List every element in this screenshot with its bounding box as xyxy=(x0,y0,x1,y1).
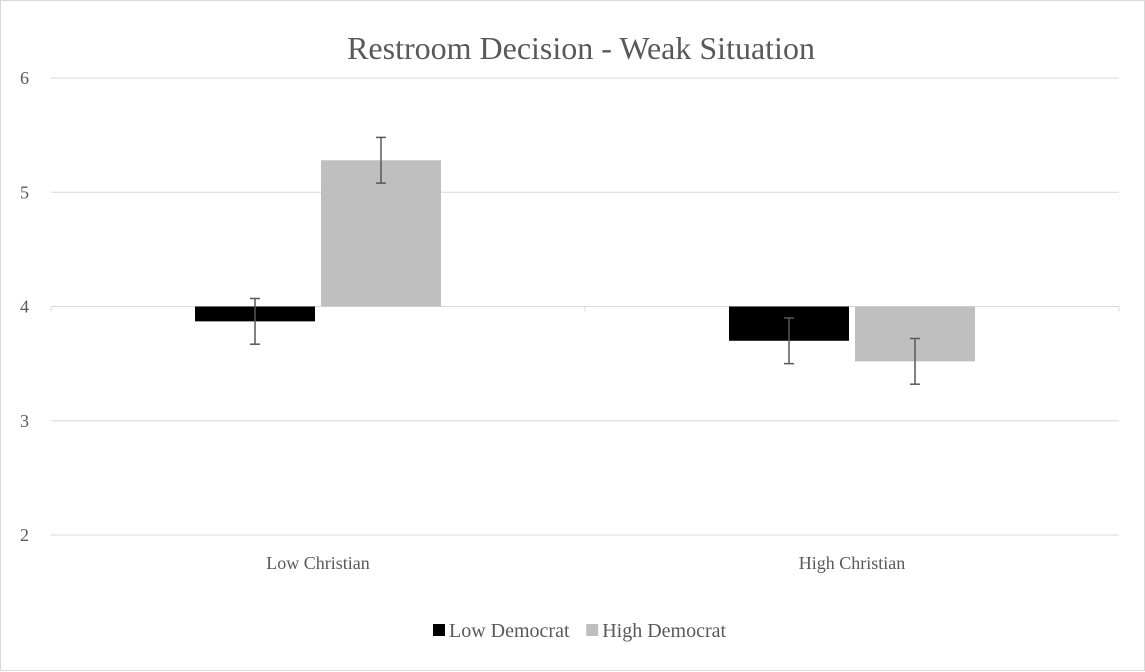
x-tick-label: Low Christian xyxy=(266,553,370,573)
bars xyxy=(195,160,975,362)
legend-swatch xyxy=(586,624,599,636)
x-tick-label: High Christian xyxy=(799,553,906,573)
chart-title: Restroom Decision - Weak Situation xyxy=(347,30,815,66)
legend: Low Democrat High Democrat xyxy=(433,620,726,642)
y-tick-label: 4 xyxy=(20,297,29,317)
y-axis-ticks: 2 3 4 5 6 xyxy=(20,68,29,545)
y-tick-label: 2 xyxy=(20,525,29,545)
legend-swatch xyxy=(433,624,445,636)
error-bars xyxy=(250,136,920,385)
legend-label: Low Democrat xyxy=(449,620,570,642)
y-tick-label: 3 xyxy=(20,411,29,431)
y-tick-label: 5 xyxy=(20,182,29,202)
x-axis-ticks: Low Christian High Christian xyxy=(266,553,905,573)
y-tick-label: 6 xyxy=(20,68,29,88)
bar xyxy=(321,160,441,307)
legend-label: High Democrat xyxy=(602,620,726,642)
